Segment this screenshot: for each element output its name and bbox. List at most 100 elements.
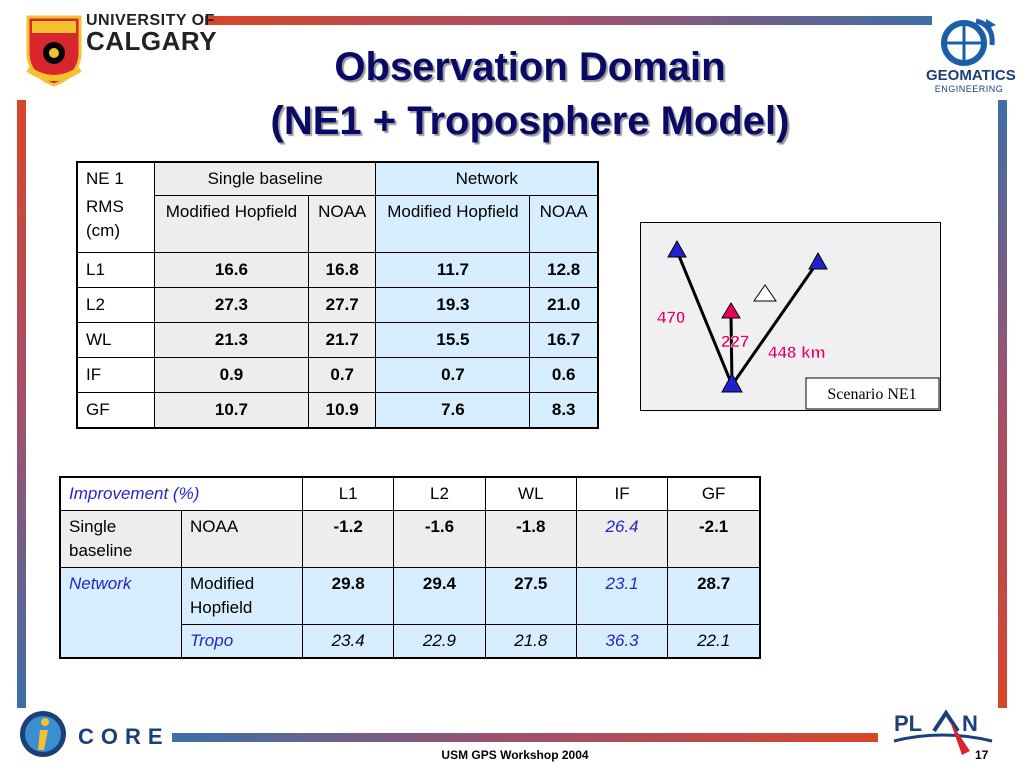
- station-triangle-icon: [721, 372, 743, 393]
- cell-value: -2.1: [667, 510, 761, 568]
- cell-value: 16.6: [154, 252, 309, 288]
- geomatics-globe-icon: [941, 18, 996, 66]
- table-row: Network Modified Hopfield 29.8 29.4 27.5…: [59, 567, 761, 659]
- improvement-header: Improvement (%): [59, 476, 303, 511]
- sub-modified-hopfield: Modified Hopfield: [154, 195, 309, 253]
- corner-ne1: NE 1: [86, 169, 124, 188]
- cell-value: 23.4: [301, 624, 395, 659]
- bottom-accent-bar: [172, 733, 878, 742]
- scenario-label: Scenario NE1: [827, 386, 916, 403]
- svg-text:PL: PL: [894, 711, 922, 736]
- group-single-baseline: Single baseline: [153, 161, 377, 196]
- column-header: L1: [301, 476, 395, 511]
- row-label: GF: [76, 392, 155, 429]
- station-triangle-icon: [667, 239, 687, 258]
- cell-value: 22.1: [667, 624, 761, 659]
- cell-value: 0.9: [154, 357, 309, 393]
- row-label-single-baseline: Single baseline: [59, 510, 182, 568]
- table-row: L1 16.6 16.8 11.7 12.8: [76, 252, 599, 288]
- column-header: GF: [667, 476, 761, 511]
- cell-value: 16.7: [529, 322, 599, 358]
- row-label-network: Network: [59, 567, 182, 659]
- top-accent-bar: [205, 16, 932, 25]
- cell-value: 12.8: [529, 252, 599, 288]
- scenario-label-box: [805, 377, 940, 410]
- page-number: 17: [975, 748, 989, 762]
- cell-value: 27.5: [484, 567, 577, 625]
- sub-modified-hopfield: Modified Hopfield: [375, 195, 531, 253]
- rms-table-corner: NE 1 RMS (cm): [76, 161, 155, 253]
- engineering-label: ENGINEERING: [934, 84, 1004, 94]
- cell-value: 22.9: [393, 624, 486, 659]
- row-label: L1: [76, 252, 155, 288]
- footer-workshop: USM GPS Workshop 2004: [441, 748, 589, 762]
- column-header: IF: [575, 476, 669, 511]
- title-line1: Observation Domain: [334, 45, 726, 89]
- university-crest-icon: [26, 15, 82, 87]
- cell-value: 7.6: [375, 392, 531, 429]
- row-model-modified-hopfield: Modified Hopfield: [181, 567, 303, 625]
- cell-value: 21.8: [484, 624, 577, 659]
- cell-value: 11.7: [375, 252, 531, 288]
- table-row: IF 0.9 0.7 0.7 0.6: [76, 357, 599, 393]
- row-label: L2: [76, 287, 155, 323]
- plan-logo-icon: PL N: [893, 709, 993, 755]
- table-row: WL 21.3 21.7 15.5 16.7: [76, 322, 599, 358]
- title-line2: (NE1 + Troposphere Model): [270, 99, 790, 143]
- scenario-diagram: 470 227 448 km Scenario NE1: [640, 222, 941, 411]
- cell-value: 21.7: [307, 322, 377, 358]
- cell-value: 21.0: [529, 287, 599, 323]
- improvement-table: Improvement (%) L1 L2 WL IF GF Single ba…: [59, 476, 761, 659]
- cell-value: 29.4: [393, 567, 486, 625]
- cell-value: -1.8: [484, 510, 577, 568]
- slide-title: Observation Domain (NE1 + Troposphere Mo…: [150, 40, 910, 148]
- row-model-tropo: Tropo: [181, 624, 303, 659]
- university-name-line2: CALGARY: [86, 26, 218, 56]
- cell-value: 27.3: [154, 287, 309, 323]
- cell-value: 10.9: [307, 392, 377, 429]
- cell-value: 28.7: [667, 567, 761, 625]
- station-triangle-icon: [808, 251, 828, 270]
- cell-value: 27.7: [307, 287, 377, 323]
- cell-value: 26.4: [575, 510, 669, 568]
- group-network: Network: [375, 161, 599, 196]
- row-label: IF: [76, 357, 155, 393]
- rms-table: NE 1 RMS (cm) Single baseline Network Mo…: [76, 161, 599, 429]
- row-model-noaa: NOAA: [181, 510, 303, 568]
- cell-value: 0.6: [529, 357, 599, 393]
- cell-value: -1.2: [301, 510, 395, 568]
- right-accent-bar: [998, 100, 1007, 708]
- cell-value: -1.6: [393, 510, 486, 568]
- hollow-triangle-icon: [753, 284, 777, 302]
- distance-label-227: 227: [721, 332, 749, 351]
- cell-value: 0.7: [375, 357, 531, 393]
- core-logo-icon: [20, 711, 66, 757]
- cell-value: 36.3: [575, 624, 669, 659]
- core-label: CORE: [78, 724, 170, 749]
- cell-value: 10.7: [154, 392, 309, 429]
- column-header: L2: [393, 476, 486, 511]
- cell-value: 21.3: [154, 322, 309, 358]
- university-name-line1: UNIVERSITY OF: [86, 12, 215, 29]
- cell-value: 19.3: [375, 287, 531, 323]
- svg-text:N: N: [962, 711, 978, 736]
- table-row: Single baseline NOAA -1.2 -1.6 -1.8 26.4…: [59, 510, 761, 568]
- corner-rms: RMS (cm): [86, 197, 124, 240]
- table-row: GF 10.7 10.9 7.6 8.3: [76, 392, 599, 429]
- sub-noaa: NOAA: [307, 195, 377, 253]
- cell-value: 0.7: [307, 357, 377, 393]
- cell-value: 15.5: [375, 322, 531, 358]
- column-header: WL: [484, 476, 577, 511]
- cell-value: 16.8: [307, 252, 377, 288]
- sub-noaa: NOAA: [529, 195, 599, 253]
- left-accent-bar: [17, 100, 26, 708]
- distance-label-470: 470: [657, 308, 685, 327]
- cell-value: 23.1: [575, 567, 669, 625]
- baseline-470: [675, 250, 734, 386]
- distance-label-448: 448 km: [768, 343, 826, 362]
- table-row: L2 27.3 27.7 19.3 21.0: [76, 287, 599, 323]
- row-label: WL: [76, 322, 155, 358]
- rover-triangle-icon: [721, 302, 741, 319]
- baseline-448: [730, 262, 819, 386]
- cell-value: 8.3: [529, 392, 599, 429]
